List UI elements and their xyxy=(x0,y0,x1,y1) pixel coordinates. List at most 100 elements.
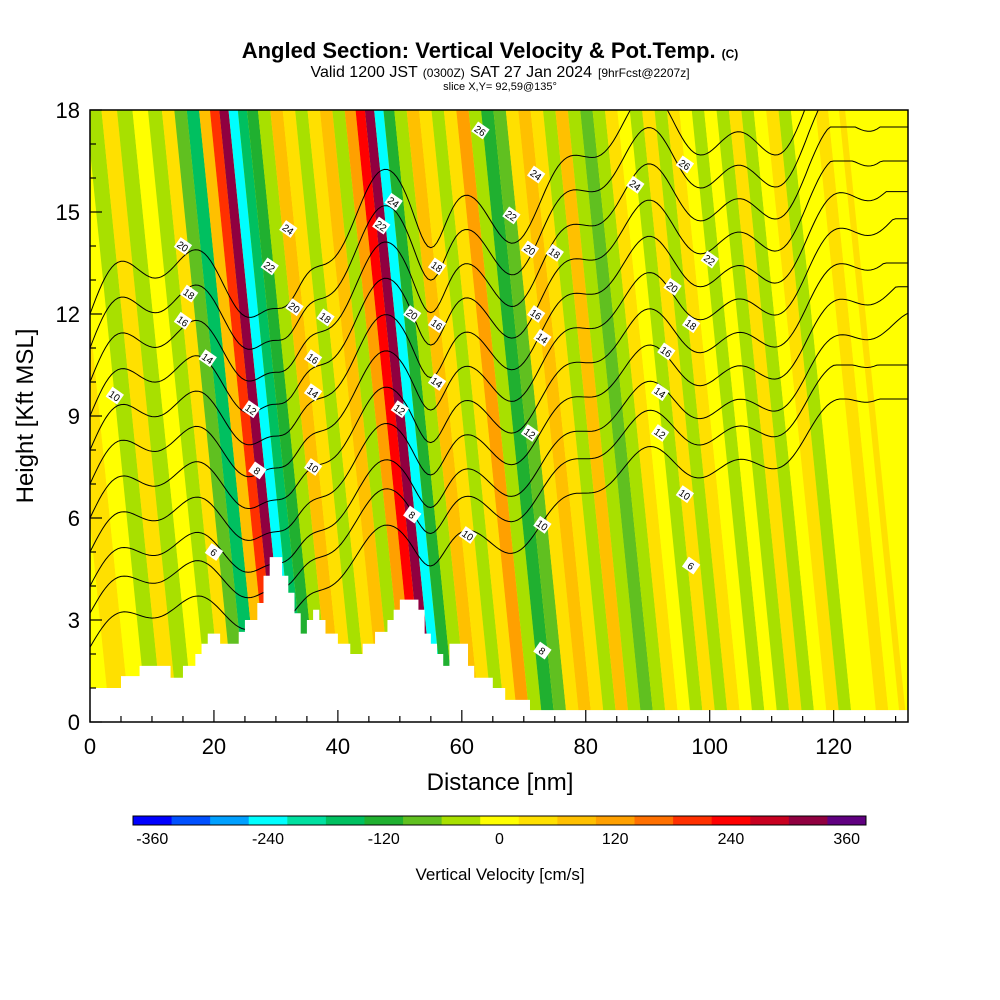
velocity-column xyxy=(237,110,309,722)
isentrope-label-bg xyxy=(626,175,645,194)
velocity-column xyxy=(90,521,111,722)
colorbar-tick-label: -240 xyxy=(252,831,284,848)
x-tick-label: 20 xyxy=(202,734,226,759)
colorbar-swatch xyxy=(595,816,636,825)
velocity-column xyxy=(505,110,580,722)
velocity-column xyxy=(383,110,456,722)
colorbar-swatch xyxy=(518,816,558,825)
colorbar-swatch xyxy=(480,816,520,825)
isentrope-label: 8 xyxy=(403,505,422,524)
velocity-column xyxy=(374,110,445,722)
isentrope-line xyxy=(90,160,908,417)
isentrope-label-bg xyxy=(384,192,403,211)
velocity-column xyxy=(132,110,210,722)
velocity-column xyxy=(704,110,778,722)
isentrope-label-bg xyxy=(545,243,564,262)
velocity-column xyxy=(443,110,518,722)
isentrope-label: 22 xyxy=(502,206,521,225)
isentrope-label-bg xyxy=(427,257,447,276)
isentrope-label: 18 xyxy=(545,243,564,262)
colorbar-swatch xyxy=(210,816,250,825)
isentrope-label: 14 xyxy=(303,383,323,402)
isentrope-label-bg xyxy=(700,250,719,269)
isentrope-label-bg xyxy=(303,383,323,402)
isentrope-label: 26 xyxy=(675,155,695,174)
colorbar-swatch xyxy=(325,816,365,825)
velocity-field xyxy=(90,110,908,722)
velocity-column xyxy=(209,110,281,722)
isentrope-label: 18 xyxy=(681,315,701,333)
isentrope-label-bg xyxy=(675,485,695,504)
isentrope-label: 18 xyxy=(179,284,199,303)
velocity-column xyxy=(468,110,543,722)
isentrope-label: 24 xyxy=(384,192,403,211)
colorbar: -360 -240 -120 0 120 240 360 xyxy=(132,815,867,848)
isentrope-label-bg xyxy=(427,315,447,334)
isentrope-label-bg xyxy=(527,305,546,323)
y-tick-label: 3 xyxy=(68,608,80,633)
x-tick-label: 80 xyxy=(574,734,598,759)
isentrope-label-text: 8 xyxy=(406,510,417,522)
isentrope-line xyxy=(90,312,908,587)
velocity-column xyxy=(319,110,394,722)
isentrope-contours xyxy=(90,110,908,648)
y-tick-label: 12 xyxy=(56,302,80,327)
isentrope-label-bg xyxy=(657,342,676,361)
chart-title: Angled Section: Vertical Velocity & Pot.… xyxy=(242,38,739,63)
isentrope-label-bg xyxy=(502,206,521,225)
isentrope-label: 14 xyxy=(650,383,670,401)
velocity-column xyxy=(174,110,249,722)
velocity-column xyxy=(431,110,506,722)
isentrope-label-text: 6 xyxy=(685,561,696,573)
isentrope-label-bg xyxy=(179,284,199,303)
isentrope-label: 12 xyxy=(520,424,540,442)
isentrope-label: 10 xyxy=(303,458,323,476)
chart-subtitle: Valid 1200 JST (0300Z) SAT 27 Jan 2024 [9hr… xyxy=(310,64,689,81)
velocity-column xyxy=(803,110,878,722)
velocity-column xyxy=(344,110,417,722)
velocity-column xyxy=(679,110,754,722)
x-tick-label: 60 xyxy=(450,734,474,759)
isentrope-label-bg xyxy=(285,298,304,317)
isentrope-label: 6 xyxy=(204,543,224,561)
velocity-column xyxy=(101,110,179,722)
isentrope-label-bg xyxy=(248,461,267,480)
isentrope-label-bg xyxy=(403,505,422,524)
isentrope-label-bg xyxy=(520,240,540,259)
isentrope-label: 20 xyxy=(403,305,422,323)
colorbar-swatch xyxy=(364,816,404,825)
isentrope-label: 12 xyxy=(650,424,670,442)
isentrope-label-bg xyxy=(458,526,478,544)
isentrope-label: 16 xyxy=(303,349,323,367)
isentrope-label-bg xyxy=(316,308,335,327)
isentrope-label-bg xyxy=(173,237,193,255)
colorbar-tick-label: 0 xyxy=(495,831,504,848)
velocity-column xyxy=(790,110,865,722)
velocity-column xyxy=(753,110,828,722)
isentrope-label-bg xyxy=(675,155,695,174)
colorbar-tick-label: -360 xyxy=(136,831,168,848)
isentrope-label-bg xyxy=(663,277,682,296)
isentrope-label-bg xyxy=(173,311,193,330)
velocity-column xyxy=(838,110,907,722)
isentrope-label: 24 xyxy=(527,165,546,184)
velocity-column xyxy=(815,110,890,722)
isentrope-label: 10 xyxy=(675,485,695,504)
colorbar-swatch xyxy=(788,816,828,825)
colorbar-swatch xyxy=(711,816,751,825)
isentrope-label-bg xyxy=(198,349,217,368)
isentrope-line xyxy=(90,262,908,519)
velocity-column xyxy=(116,110,194,722)
colorbar-swatch xyxy=(403,816,443,825)
isentrope-label-bg xyxy=(533,641,552,660)
colorbar-label: Vertical Velocity [cm/s] xyxy=(415,865,584,884)
colorbar-frame xyxy=(132,815,867,826)
velocity-column xyxy=(766,110,840,722)
isentrope-line xyxy=(90,110,806,318)
velocity-column xyxy=(456,110,530,722)
velocity-column xyxy=(567,110,642,722)
isentrope-label-text: 8 xyxy=(536,646,547,658)
x-axis-label: Distance [nm] xyxy=(427,769,574,796)
x-axis: 0 20 40 60 80 100 120 xyxy=(84,710,897,759)
